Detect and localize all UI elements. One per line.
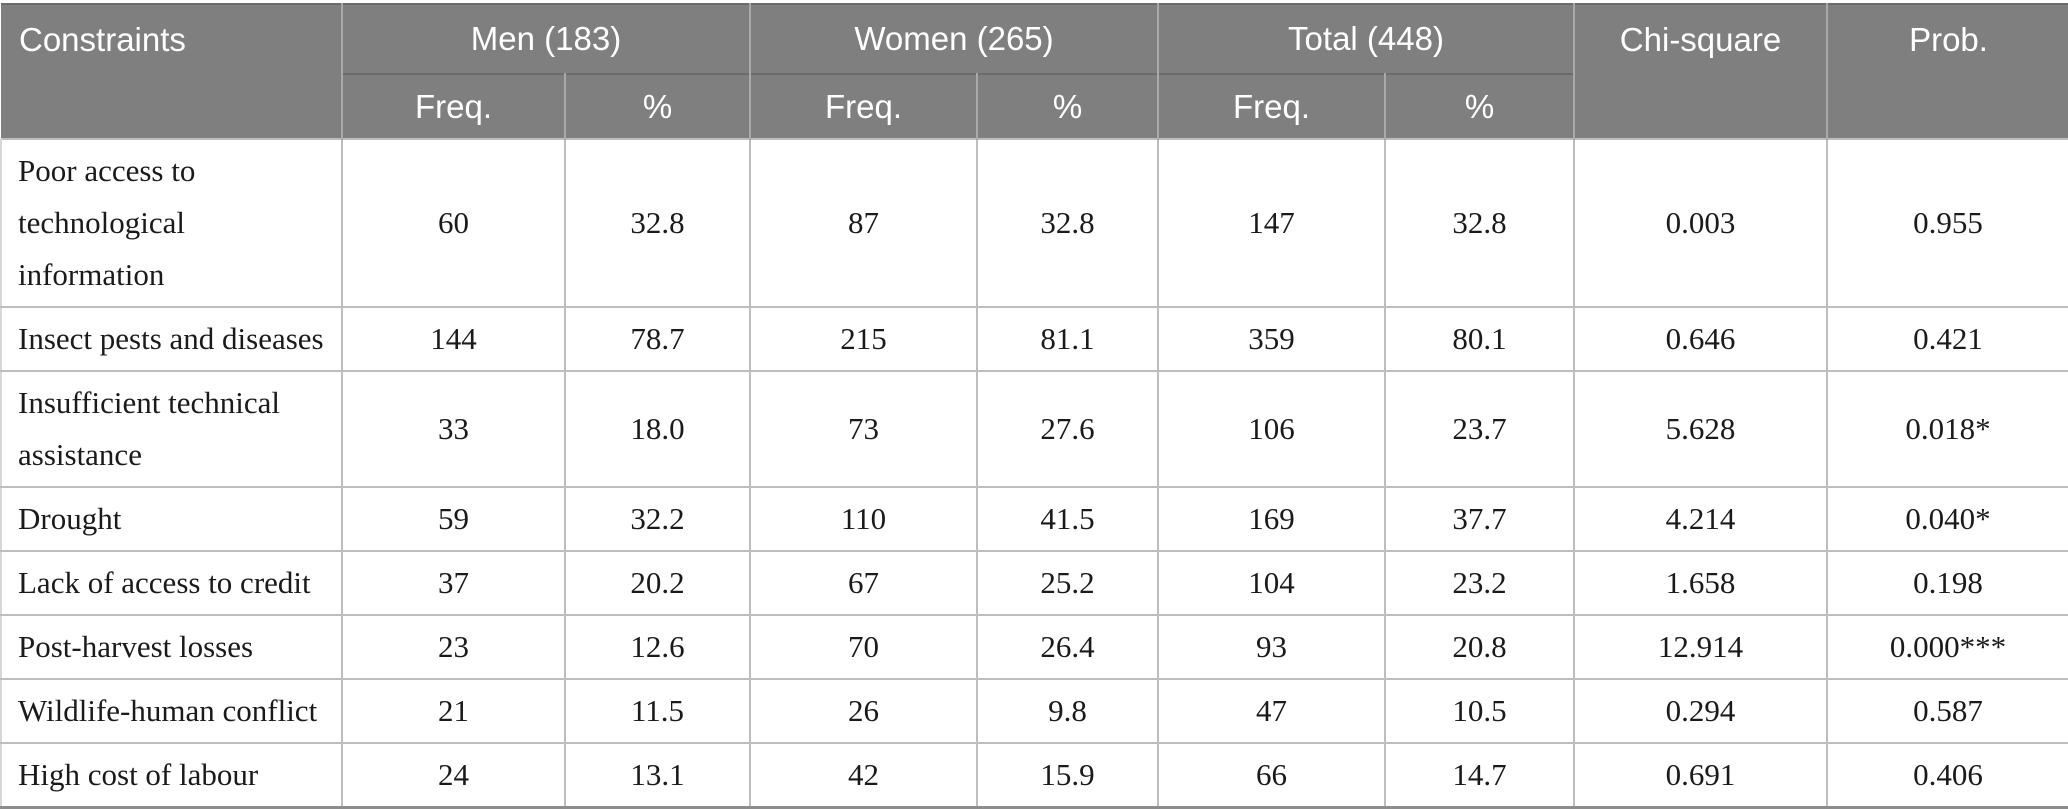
total-pct-cell: 23.2 bbox=[1383, 550, 1576, 616]
women-freq-cell: 87 bbox=[749, 138, 978, 308]
men-pct-subheader: % bbox=[564, 73, 751, 139]
total-pct-cell: 80.1 bbox=[1383, 306, 1576, 372]
women-freq-cell: 110 bbox=[749, 486, 978, 552]
men-pct-cell: 20.2 bbox=[564, 550, 751, 616]
women-pct-subheader: % bbox=[976, 73, 1159, 139]
men-group-header: Men (183) bbox=[341, 3, 751, 74]
men-pct-cell: 18.0 bbox=[564, 370, 751, 488]
constraint-cell: Post-harvest losses bbox=[0, 614, 343, 680]
constraint-cell: Wildlife-human conflict bbox=[0, 678, 343, 744]
total-freq-cell: 147 bbox=[1157, 138, 1386, 308]
men-pct-cell: 13.1 bbox=[564, 742, 751, 809]
total-pct-cell: 23.7 bbox=[1383, 370, 1576, 488]
women-pct-cell: 27.6 bbox=[976, 370, 1159, 488]
header-sub-row: Freq. % Freq. % Freq. % bbox=[1, 73, 2068, 139]
total-freq-cell: 104 bbox=[1157, 550, 1386, 616]
table-row: Poor access to technological information… bbox=[0, 138, 2068, 308]
women-freq-cell: 70 bbox=[749, 614, 978, 680]
total-pct-cell: 14.7 bbox=[1383, 742, 1576, 809]
total-pct-subheader: % bbox=[1383, 73, 1576, 139]
women-pct-cell: 15.9 bbox=[976, 742, 1159, 809]
table-row: Drought 59 32.2 110 41.5 169 37.7 4.214 … bbox=[0, 486, 2068, 552]
chi-square-cell: 0.691 bbox=[1573, 742, 1829, 809]
total-freq-cell: 93 bbox=[1157, 614, 1386, 680]
chi-square-cell: 0.646 bbox=[1573, 306, 1829, 372]
chi-square-cell: 0.294 bbox=[1573, 678, 1829, 744]
men-pct-cell: 12.6 bbox=[564, 614, 751, 680]
chi-square-cell: 1.658 bbox=[1573, 550, 1829, 616]
men-pct-cell: 11.5 bbox=[564, 678, 751, 744]
women-freq-cell: 67 bbox=[749, 550, 978, 616]
women-freq-cell: 73 bbox=[749, 370, 978, 488]
men-pct-cell: 32.8 bbox=[564, 138, 751, 308]
women-freq-subheader: Freq. bbox=[749, 73, 978, 139]
constraint-cell: High cost of labour bbox=[0, 742, 343, 809]
table-row: Insect pests and diseases 144 78.7 215 8… bbox=[0, 306, 2068, 372]
women-pct-cell: 25.2 bbox=[976, 550, 1159, 616]
total-freq-cell: 169 bbox=[1157, 486, 1386, 552]
prob-cell: 0.406 bbox=[1826, 742, 2068, 809]
women-pct-cell: 81.1 bbox=[976, 306, 1159, 372]
constraint-cell: Lack of access to credit bbox=[0, 550, 343, 616]
prob-column-header: Prob. bbox=[1826, 3, 2068, 139]
table-row: Lack of access to credit 37 20.2 67 25.2… bbox=[0, 550, 2068, 616]
women-pct-cell: 41.5 bbox=[976, 486, 1159, 552]
women-pct-cell: 32.8 bbox=[976, 138, 1159, 308]
men-freq-cell: 24 bbox=[341, 742, 566, 809]
men-pct-cell: 78.7 bbox=[564, 306, 751, 372]
total-pct-cell: 20.8 bbox=[1383, 614, 1576, 680]
constraints-by-gender-table: Constraints Men (183) Women (265) Total … bbox=[0, 3, 2068, 809]
men-freq-cell: 37 bbox=[341, 550, 566, 616]
prob-cell: 0.000*** bbox=[1826, 614, 2068, 680]
prob-cell: 0.421 bbox=[1826, 306, 2068, 372]
men-pct-cell: 32.2 bbox=[564, 486, 751, 552]
chi-square-cell: 4.214 bbox=[1573, 486, 1829, 552]
prob-cell: 0.955 bbox=[1826, 138, 2068, 308]
constraint-cell: Poor access to technological information bbox=[0, 138, 343, 308]
women-freq-cell: 42 bbox=[749, 742, 978, 809]
constraint-cell: Insufficient technical assistance bbox=[0, 370, 343, 488]
total-pct-cell: 37.7 bbox=[1383, 486, 1576, 552]
men-freq-cell: 33 bbox=[341, 370, 566, 488]
men-freq-cell: 21 bbox=[341, 678, 566, 744]
chi-square-cell: 5.628 bbox=[1573, 370, 1829, 488]
table-header: Constraints Men (183) Women (265) Total … bbox=[1, 3, 2068, 139]
prob-cell: 0.040* bbox=[1826, 486, 2068, 552]
total-freq-cell: 359 bbox=[1157, 306, 1386, 372]
women-pct-cell: 26.4 bbox=[976, 614, 1159, 680]
men-freq-cell: 60 bbox=[341, 138, 566, 308]
constraints-column-header: Constraints bbox=[1, 3, 343, 139]
women-freq-cell: 215 bbox=[749, 306, 978, 372]
total-freq-cell: 47 bbox=[1157, 678, 1386, 744]
women-group-header: Women (265) bbox=[749, 3, 1159, 74]
men-freq-cell: 23 bbox=[341, 614, 566, 680]
chi-square-column-header: Chi-square bbox=[1573, 3, 1829, 139]
total-group-header: Total (448) bbox=[1156, 3, 1576, 74]
men-freq-subheader: Freq. bbox=[341, 73, 566, 139]
table-row: Post-harvest losses 23 12.6 70 26.4 93 2… bbox=[0, 614, 2068, 680]
table-row: High cost of labour 24 13.1 42 15.9 66 1… bbox=[0, 742, 2068, 809]
women-freq-cell: 26 bbox=[749, 678, 978, 744]
men-freq-cell: 59 bbox=[341, 486, 566, 552]
prob-cell: 0.018* bbox=[1826, 370, 2068, 488]
prob-cell: 0.587 bbox=[1826, 678, 2068, 744]
women-pct-cell: 9.8 bbox=[976, 678, 1159, 744]
table-row: Wildlife-human conflict 21 11.5 26 9.8 4… bbox=[0, 678, 2068, 744]
total-pct-cell: 32.8 bbox=[1383, 138, 1576, 308]
total-freq-cell: 106 bbox=[1157, 370, 1386, 488]
constraint-cell: Insect pests and diseases bbox=[0, 306, 343, 372]
prob-cell: 0.198 bbox=[1826, 550, 2068, 616]
header-group-row: Constraints Men (183) Women (265) Total … bbox=[1, 3, 2068, 139]
chi-square-cell: 0.003 bbox=[1573, 138, 1829, 308]
total-freq-cell: 66 bbox=[1157, 742, 1386, 809]
total-pct-cell: 10.5 bbox=[1383, 678, 1576, 744]
total-freq-subheader: Freq. bbox=[1157, 73, 1386, 139]
men-freq-cell: 144 bbox=[341, 306, 566, 372]
table-row: Insufficient technical assistance 33 18.… bbox=[0, 370, 2068, 488]
chi-square-cell: 12.914 bbox=[1573, 614, 1829, 680]
constraint-cell: Drought bbox=[0, 486, 343, 552]
table-body: Poor access to technological information… bbox=[0, 138, 2068, 809]
